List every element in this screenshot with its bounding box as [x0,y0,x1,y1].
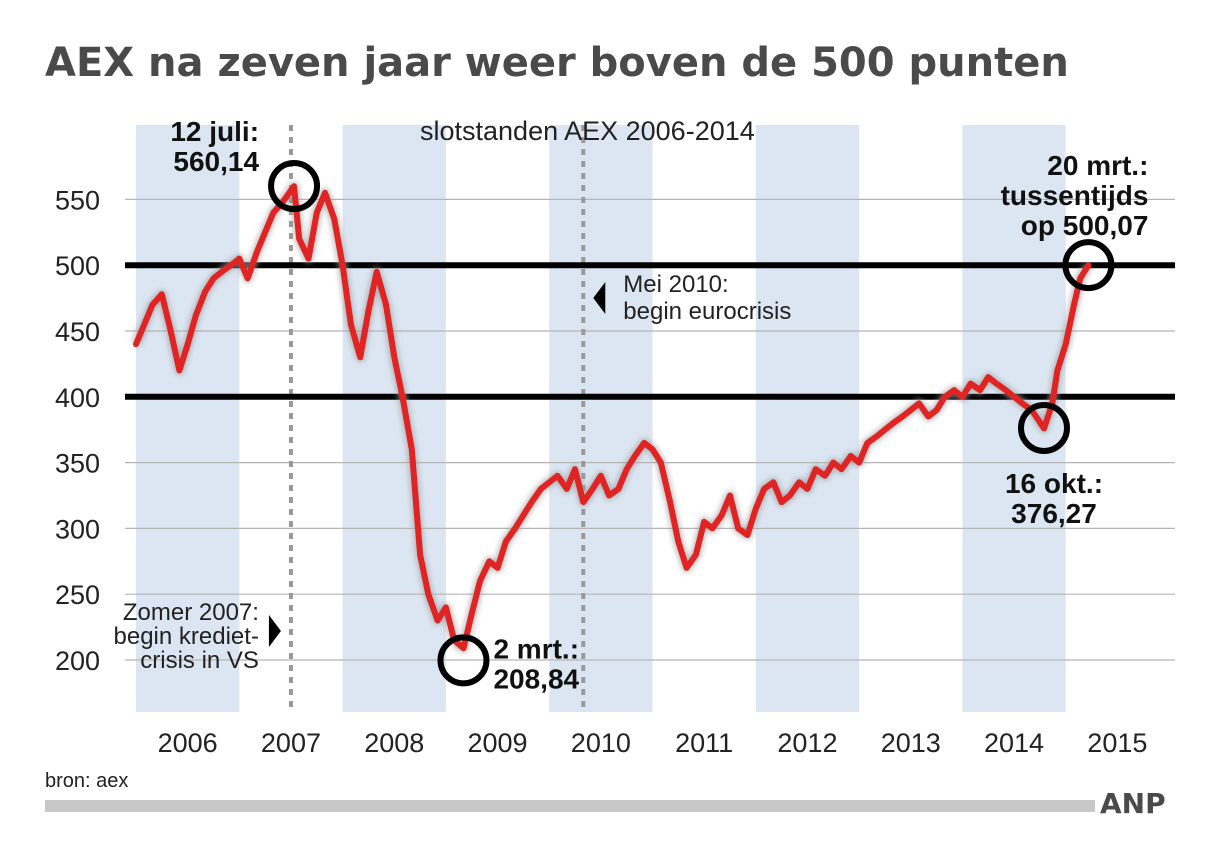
y-tick-label: 400 [55,383,100,413]
year-band-2010 [549,125,653,712]
x-tick-label: 2007 [261,728,321,758]
annotation-circle [1062,239,1115,292]
x-tick-label: 2009 [468,728,528,758]
annotation-label: 16 okt.: [1005,468,1103,499]
y-tick-label: 350 [55,449,100,479]
annotation-circle [268,160,321,213]
annotation-label: 376,27 [1011,498,1097,529]
x-tick-label: 2015 [1087,728,1147,758]
x-tick-label: 2010 [571,728,631,758]
year-band-2006 [136,125,240,712]
source-label: bron: aex [45,770,128,792]
footer-bar [45,800,1095,812]
chart-subtitle: slotstanden AEX 2006-2014 [420,116,755,146]
x-tick-label: 2012 [777,728,837,758]
x-tick-label: 2008 [364,728,424,758]
event-label: Zomer 2007: [123,599,259,626]
event-label: Mei 2010: [623,271,728,298]
annotations: 12 juli:560,14 2 mrt.:208,84 16 okt.:376,2… [170,116,1148,694]
y-axis-ticks: 200 250 300 350 400 450 500 550 [55,185,100,676]
x-tick-label: 2013 [881,728,941,758]
y-tick-label: 500 [55,251,100,281]
y-tick-label: 250 [55,580,100,610]
event-label: begin krediet- [114,623,259,650]
y-tick-label: 300 [55,514,100,544]
annotation-label: 560,14 [173,146,259,177]
aex-series-line [131,181,1093,653]
x-tick-label: 2014 [984,728,1044,758]
annotation-label: 20 mrt.: [1047,150,1148,181]
chart-title: AEX na zeven jaar weer boven de 500 punt… [45,40,1069,86]
annotation-label: 2 mrt.: [493,633,579,664]
anp-logo: ANP [1100,787,1166,820]
event-markers: Zomer 2007:begin krediet-crisis in VS Mei… [114,125,791,712]
y-tick-label: 200 [55,646,100,676]
y-tick-label: 450 [55,317,100,347]
year-shading [136,125,1066,712]
x-tick-label: 2011 [675,728,733,758]
x-axis-ticks: 2006 2007 2008 2009 2010 2011 2012 2013 2014 2015 [158,728,1148,758]
reference-lines [125,262,1175,400]
event-pointer [268,615,281,647]
event-label: crisis in VS [140,647,259,674]
year-band-2008 [342,125,446,712]
annotation-label: 12 juli: [170,116,259,147]
series-line [133,183,1092,652]
year-band-2012 [755,125,860,712]
event-pointer [593,282,606,314]
y-tick-label: 550 [55,185,100,215]
annotation-label: op 500,07 [1021,210,1149,241]
annotation-label: 208,84 [493,663,579,694]
x-tick-label: 2006 [158,728,218,758]
annotation-circle [1018,402,1071,455]
annotation-circle [437,634,490,687]
annotation-label: tussentijds [1001,180,1149,211]
event-label: begin eurocrisis [623,298,791,325]
